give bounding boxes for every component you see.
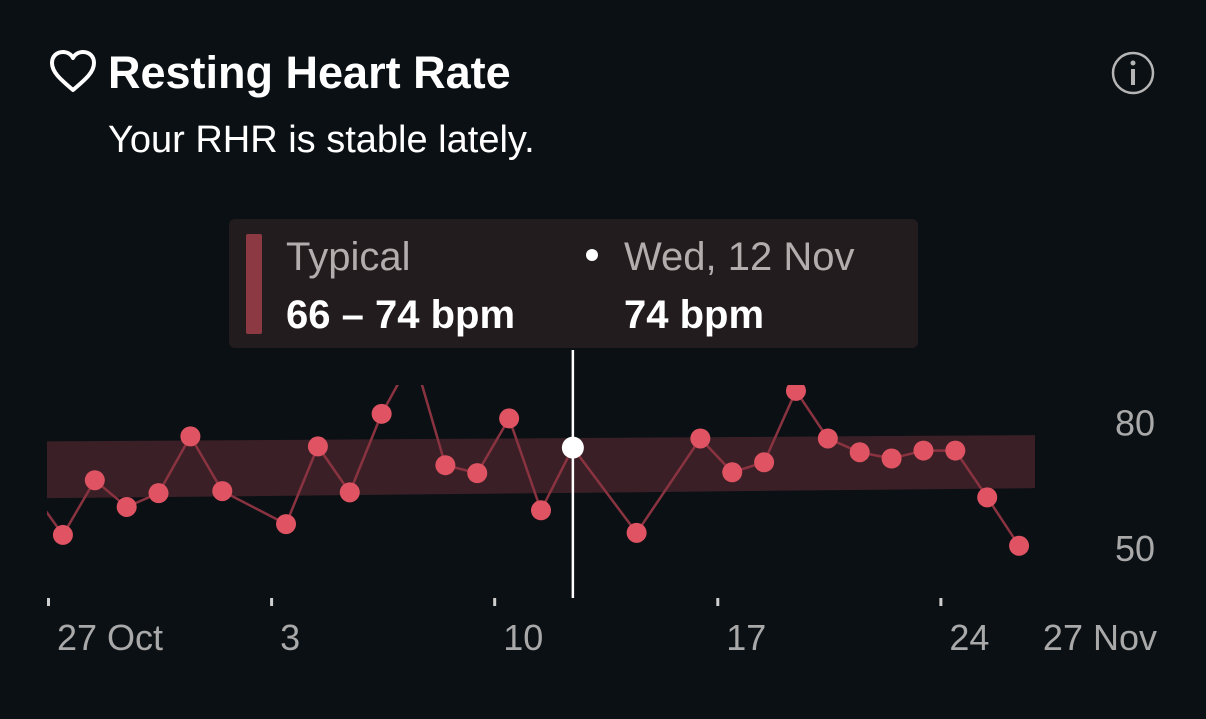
tooltip-box [229,219,918,348]
point [977,487,998,508]
y-tick-label: 80 [1115,403,1155,444]
x-tick-label: 17 [726,617,766,658]
range-value: 66 – 74 bpm [286,293,515,337]
y-tick-label: 50 [1115,528,1155,569]
point [435,455,456,476]
point [499,408,520,429]
point [148,483,169,504]
point [276,514,297,535]
point [945,440,966,461]
point [212,481,233,502]
point [722,462,743,483]
point [339,482,360,503]
point [754,452,775,473]
info-stem[interactable] [1131,69,1135,85]
x-tick-label: 27 Oct [57,617,163,658]
typical-band [47,435,1035,499]
range-swatch [246,234,262,334]
point [116,496,137,517]
info-circle[interactable] [1111,51,1155,95]
point [531,500,551,521]
point [52,524,73,545]
point [180,426,201,447]
title: Resting Heart Rate [108,47,511,98]
point [817,428,838,449]
x-tick-label: 10 [503,617,543,658]
point [1009,535,1030,556]
axes: 80 50 27 Oct 3 10 17 24 27 Nov [47,350,1157,658]
x-tick-label: 24 [949,617,989,658]
point [467,463,488,484]
range-label: Typical [286,235,411,279]
x-tick-label: 27 Nov [1043,617,1157,658]
tooltip: Typical 66 – 74 bpm Wed, 12 Nov 74 bpm [229,219,918,348]
info-dot[interactable] [1130,60,1136,66]
info-button[interactable] [1111,51,1155,95]
point [881,448,902,469]
subtitle: Your RHR is stable lately. [108,119,535,161]
point [84,470,105,491]
point [371,403,392,424]
point [690,428,711,449]
tooltip-value: 74 bpm [624,293,764,337]
point [307,436,328,457]
point [785,385,806,401]
selected-point [561,436,584,459]
tooltip-date: Wed, 12 Nov [624,235,855,279]
point [849,442,870,463]
x-tick-label: 3 [280,617,300,658]
plot [47,385,1035,556]
point-swatch [586,249,598,261]
point [913,440,934,461]
heart-icon [50,50,96,92]
point [626,522,647,543]
